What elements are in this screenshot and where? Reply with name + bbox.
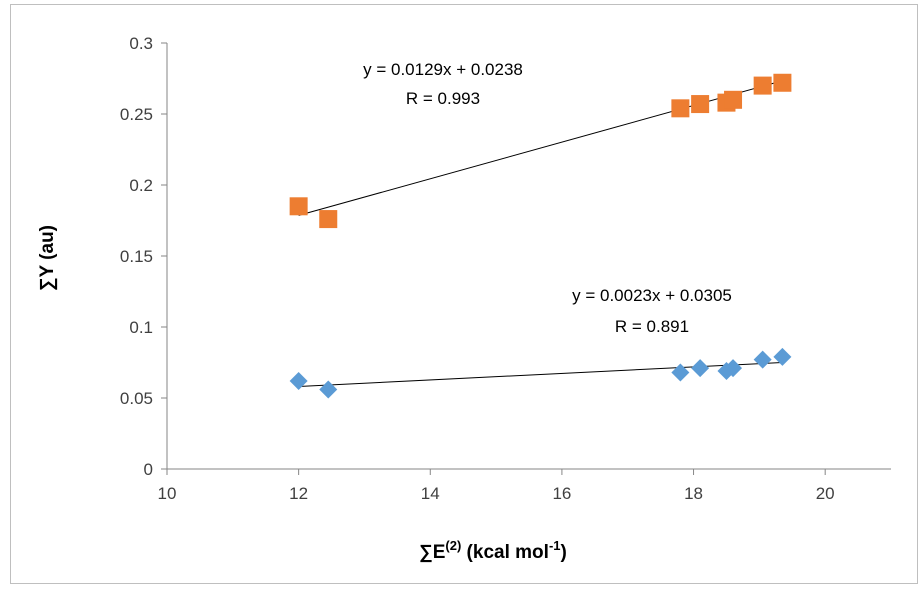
- x-axis-title-sup: (2): [445, 538, 461, 553]
- x-axis-title: ∑E(2) (kcal mol-1): [419, 538, 567, 563]
- y-tick-label: 0.1: [129, 318, 153, 337]
- y-axis-title: ∑Y (au): [37, 225, 58, 291]
- x-tick-label: 12: [289, 484, 308, 503]
- scatter-chart: 0 0.05 0.1 0.15 0.2 0.25 0.3 10 12 14 16 18 20 y = 0…: [37, 34, 891, 563]
- series-2-r-value: R = 0.891: [615, 317, 689, 336]
- y-tick-label: 0.05: [120, 389, 153, 408]
- data-point-series-2: [319, 380, 338, 399]
- series-1-equation: y = 0.0129x + 0.0238: [363, 60, 523, 79]
- y-tick-label: 0.15: [120, 247, 153, 266]
- data-point-series-2: [724, 359, 743, 378]
- x-axis-title-main: ∑E: [419, 542, 445, 563]
- x-axis-title-end: ): [561, 542, 567, 563]
- x-tick-label: 10: [158, 484, 177, 503]
- data-point-series-2: [753, 350, 772, 369]
- data-point-series-2: [289, 371, 308, 390]
- trendline-series-1: [298, 80, 783, 216]
- x-tick-label: 18: [684, 484, 703, 503]
- series-1-r-value: R = 0.993: [406, 89, 480, 108]
- x-tick-label: 14: [421, 484, 440, 503]
- y-tick-label: 0.25: [120, 105, 153, 124]
- x-tick-label: 16: [552, 484, 571, 503]
- trendline-series-2: [298, 361, 783, 387]
- data-point-series-1: [753, 76, 772, 95]
- series-2-equation: y = 0.0023x + 0.0305: [572, 286, 732, 305]
- data-point-series-1: [773, 73, 792, 92]
- data-point-series-1: [289, 197, 308, 216]
- data-point-series-2: [671, 363, 690, 382]
- x-tick-label: 20: [816, 484, 835, 503]
- data-point-series-1: [724, 90, 743, 109]
- markers: [289, 73, 792, 399]
- axes: 0 0.05 0.1 0.15 0.2 0.25 0.3 10 12 14 16 18 20: [120, 34, 891, 503]
- data-point-series-2: [691, 359, 710, 378]
- chart-area: 0 0.05 0.1 0.15 0.2 0.25 0.3 10 12 14 16 18 20 y = 0…: [10, 4, 918, 584]
- y-tick-label: 0.2: [129, 176, 153, 195]
- data-point-series-1: [319, 210, 338, 229]
- x-axis-title-mid: (kcal mol: [461, 542, 549, 563]
- trendlines: [298, 80, 783, 387]
- data-point-series-1: [671, 99, 690, 118]
- x-axis-title-sup2: -1: [549, 538, 561, 553]
- data-point-series-1: [691, 95, 710, 114]
- y-tick-label: 0.3: [129, 34, 153, 53]
- y-tick-label: 0: [144, 460, 153, 479]
- data-point-series-2: [773, 347, 792, 366]
